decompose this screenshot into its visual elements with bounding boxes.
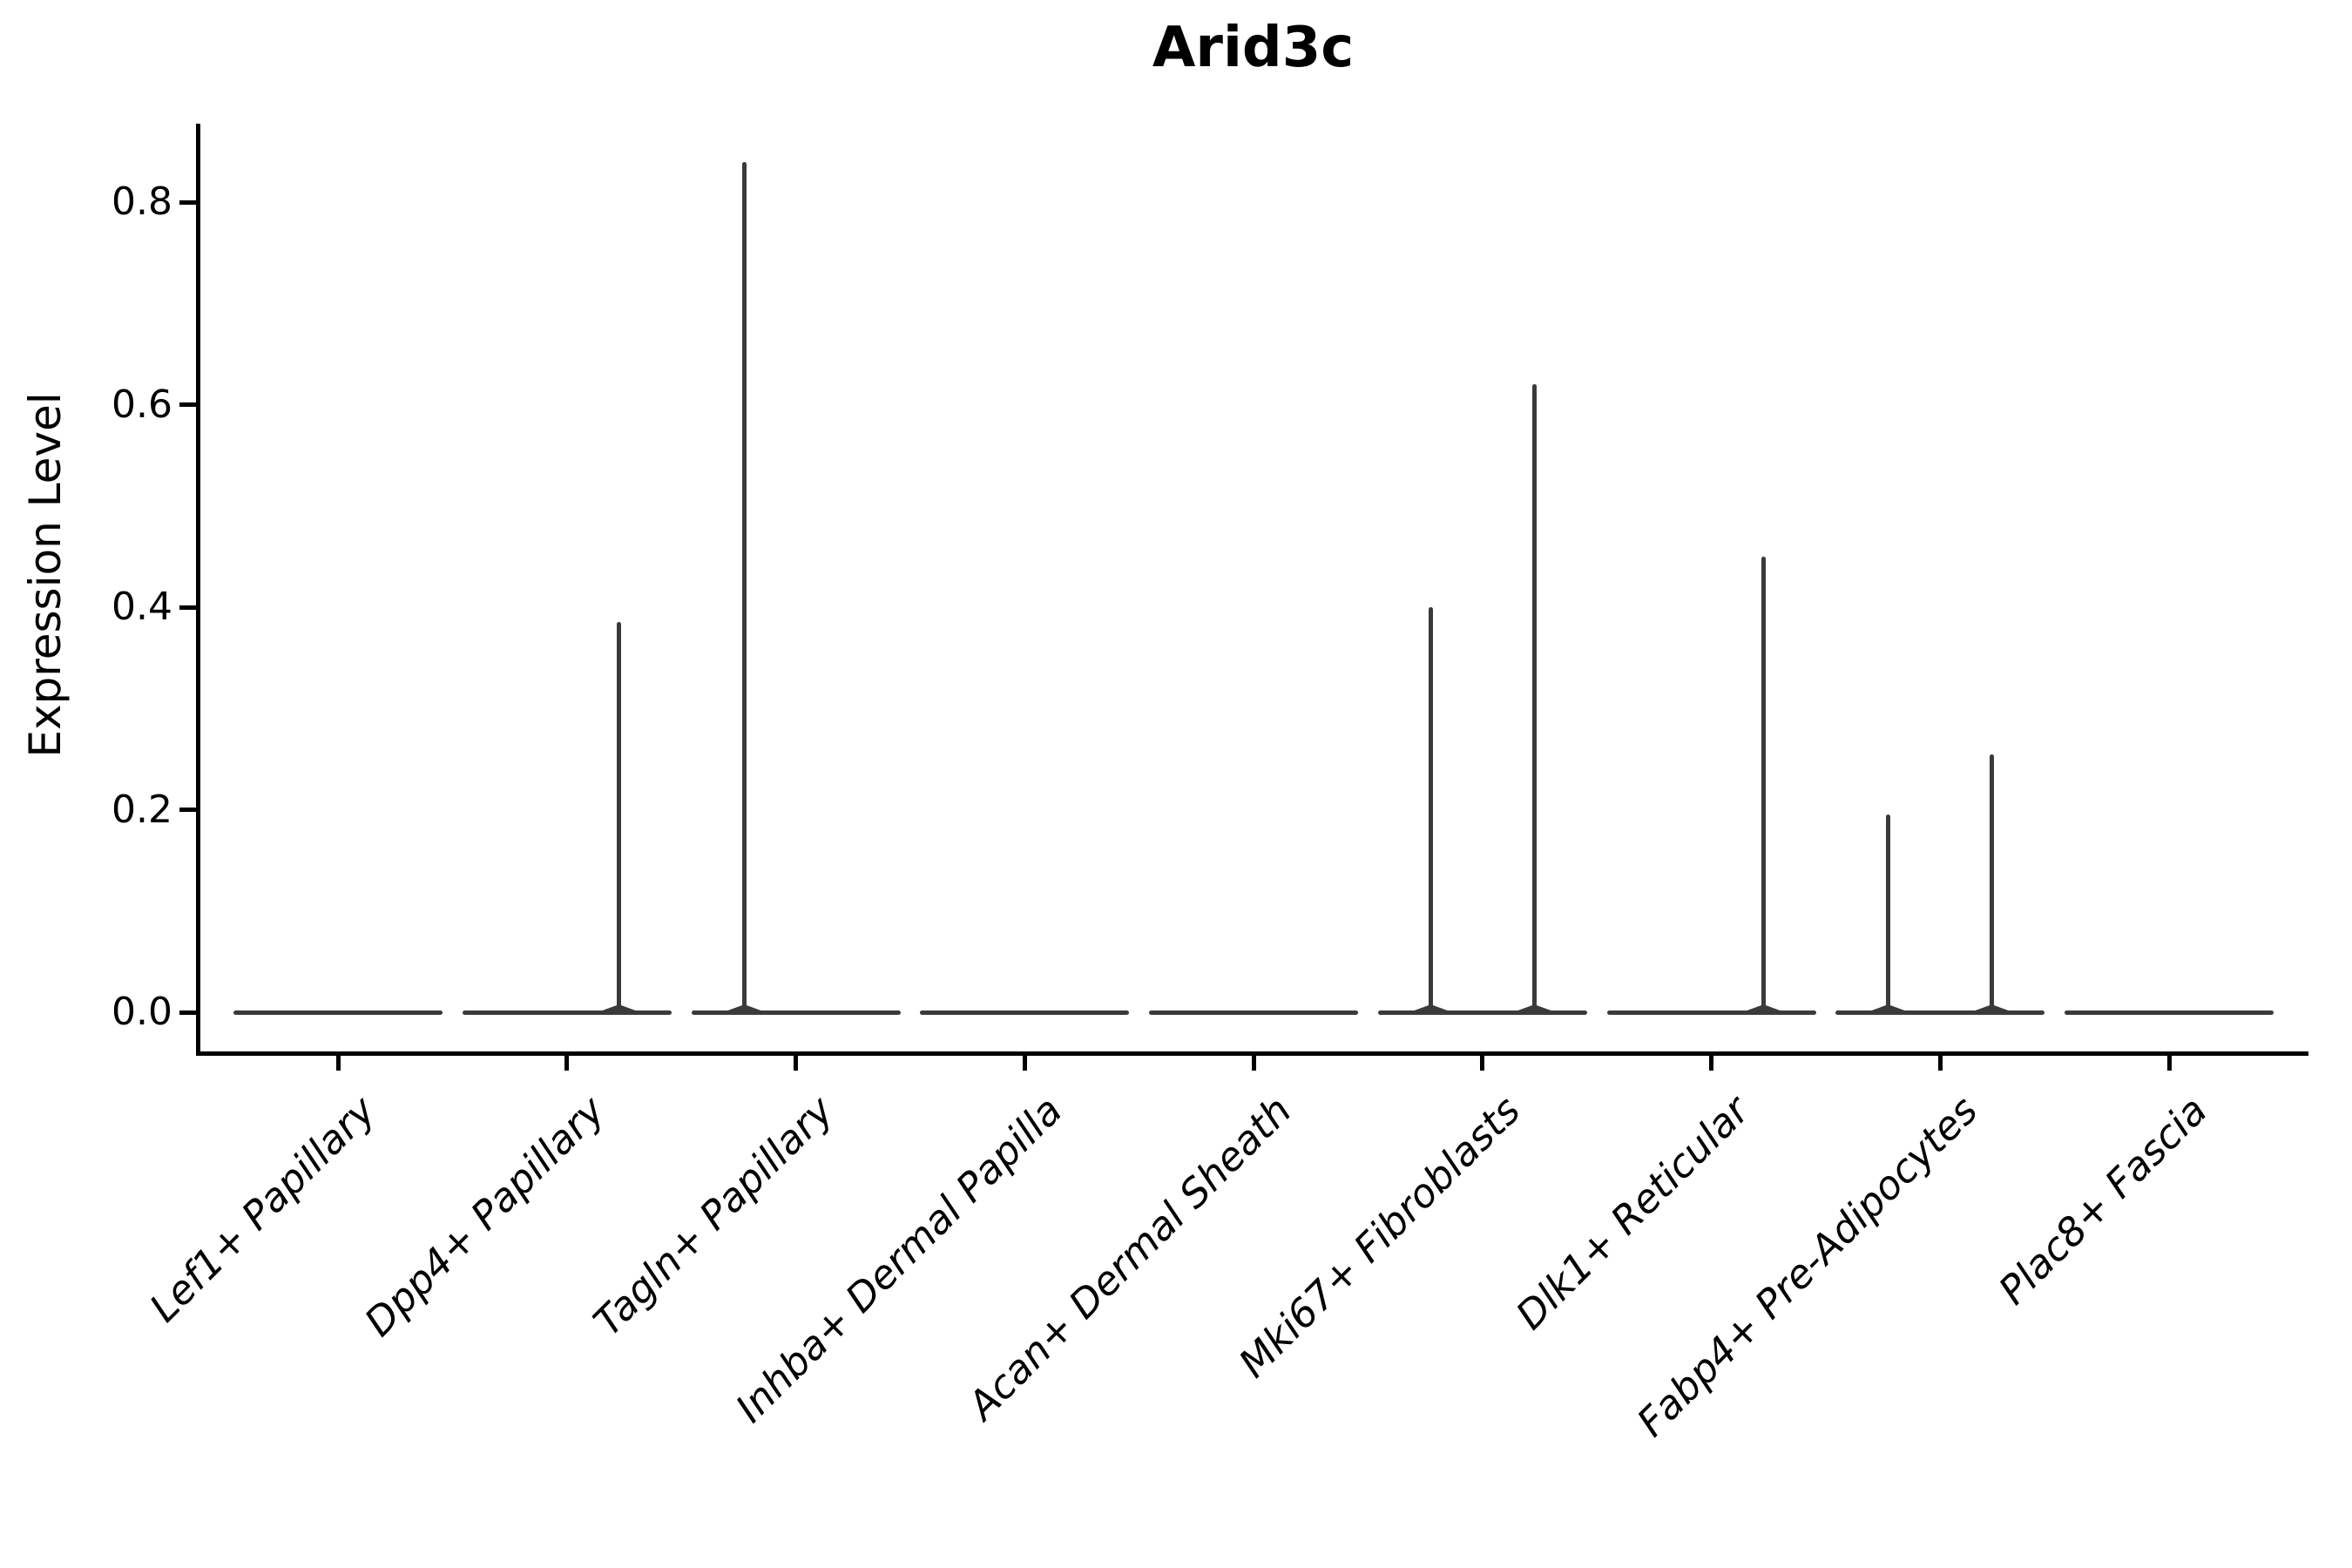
y-tick-mark	[179, 402, 197, 407]
chart-title: Arid3c	[1152, 16, 1355, 80]
violin-baseline	[462, 1010, 672, 1015]
violin-baseline	[1835, 1010, 2045, 1015]
violin-baseline	[233, 1010, 443, 1015]
x-tick-label: Plac8+ Fascia	[1989, 1087, 2216, 1314]
violin-baseline	[1606, 1010, 1816, 1015]
violin-density-spike	[1886, 814, 1891, 1012]
violin-spike-base-flare	[1741, 1004, 1785, 1012]
x-tick-mark	[335, 1054, 341, 1071]
x-tick-mark	[1022, 1054, 1027, 1071]
x-tick-label: Dlk1+ Reticular	[1506, 1087, 1758, 1339]
violin-baseline	[2065, 1010, 2274, 1015]
violin-baseline	[1377, 1010, 1587, 1015]
y-axis-label: Expression Level	[20, 392, 71, 758]
y-tick-label: 0.0	[112, 990, 172, 1034]
x-tick-mark	[1251, 1054, 1256, 1071]
violin-spike-base-flare	[1970, 1004, 2014, 1012]
y-tick-label: 0.2	[112, 787, 172, 832]
x-axis-line	[196, 1051, 2308, 1056]
violin-baseline	[691, 1010, 901, 1015]
violin-spike-base-flare	[1867, 1004, 1910, 1012]
y-tick-mark	[179, 605, 197, 610]
violin-baseline	[920, 1010, 1130, 1015]
y-tick-mark	[179, 1010, 197, 1015]
x-tick-mark	[564, 1054, 570, 1071]
y-tick-label: 0.4	[112, 585, 172, 629]
y-axis-line	[196, 124, 200, 1056]
violin-density-spike	[741, 161, 747, 1012]
violin-density-spike	[1761, 556, 1766, 1012]
violin-spike-base-flare	[1512, 1004, 1556, 1012]
violin-spike-base-flare	[1409, 1004, 1452, 1012]
y-tick-mark	[179, 199, 197, 205]
x-tick-mark	[1480, 1054, 1485, 1071]
x-tick-label: Dpp4+ Papillary	[355, 1087, 614, 1346]
x-tick-mark	[2166, 1054, 2172, 1071]
violin-density-spike	[616, 622, 621, 1012]
violin-density-spike	[1990, 754, 1995, 1012]
x-tick-label: Lef1+ Papillary	[140, 1087, 385, 1331]
x-tick-mark	[1709, 1054, 1713, 1071]
y-tick-label: 0.6	[112, 382, 172, 427]
violin-baseline	[1149, 1010, 1358, 1015]
violin-spike-base-flare	[722, 1004, 766, 1012]
violin-density-spike	[1531, 384, 1537, 1012]
y-tick-label: 0.8	[112, 179, 172, 224]
x-tick-mark	[794, 1054, 798, 1071]
violin-spike-base-flare	[597, 1004, 640, 1012]
violin-density-spike	[1428, 607, 1433, 1012]
x-tick-mark	[1937, 1054, 1943, 1071]
x-tick-label: Tagln+ Papillary	[585, 1087, 842, 1345]
y-tick-mark	[179, 808, 197, 812]
